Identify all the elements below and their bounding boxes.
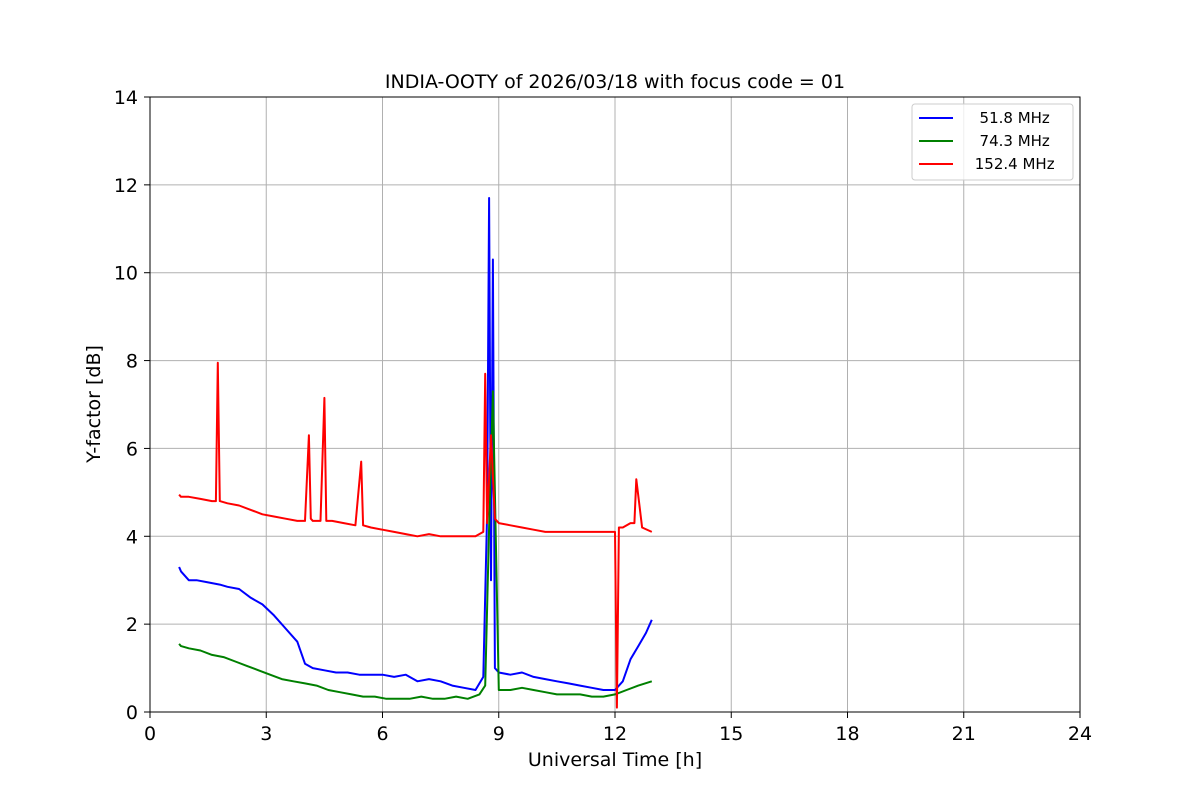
legend-box: [911, 103, 1074, 181]
legend-label-0: 51.8 MHz: [970, 109, 1050, 127]
legend-label-2: 152.4 MHz: [970, 155, 1055, 173]
legend-label-1: 74.3 MHz: [970, 132, 1050, 150]
series-line-2: [178, 361, 653, 709]
y-tick-label: 4: [126, 526, 138, 548]
y-axis-label: Y-factor [dB]: [83, 345, 105, 464]
y-tick-label: 0: [126, 702, 138, 724]
y-tick-label: 14: [114, 87, 138, 109]
x-tick-label: 6: [376, 723, 388, 745]
x-tick-label: 24: [1068, 723, 1092, 745]
x-tick-label: 0: [144, 723, 156, 745]
series-layer: [178, 197, 653, 709]
x-axis: 0 3 6 9 12 15 18 21 24: [144, 712, 1092, 745]
y-tick-label: 12: [114, 175, 138, 197]
series-line-0: [178, 197, 653, 691]
x-tick-label: 12: [603, 723, 627, 745]
x-tick-label: 3: [260, 723, 272, 745]
series-line-1: [178, 390, 653, 700]
x-tick-label: 21: [952, 723, 976, 745]
x-tick-label: 18: [835, 723, 859, 745]
y-tick-label: 8: [126, 351, 138, 373]
y-axis: 0 2 4 6 8 10 12 14: [114, 87, 150, 724]
y-tick-label: 10: [114, 263, 138, 285]
y-tick-label: 6: [126, 438, 138, 460]
x-tick-label: 9: [493, 723, 505, 745]
x-tick-label: 15: [719, 723, 743, 745]
y-tick-label: 2: [126, 614, 138, 636]
chart-title: INDIA-OOTY of 2026/03/18 with focus code…: [385, 71, 845, 93]
legend: 51.8 MHz 74.3 MHz 152.4 MHz: [911, 103, 1074, 181]
x-axis-label: Universal Time [h]: [528, 749, 702, 771]
